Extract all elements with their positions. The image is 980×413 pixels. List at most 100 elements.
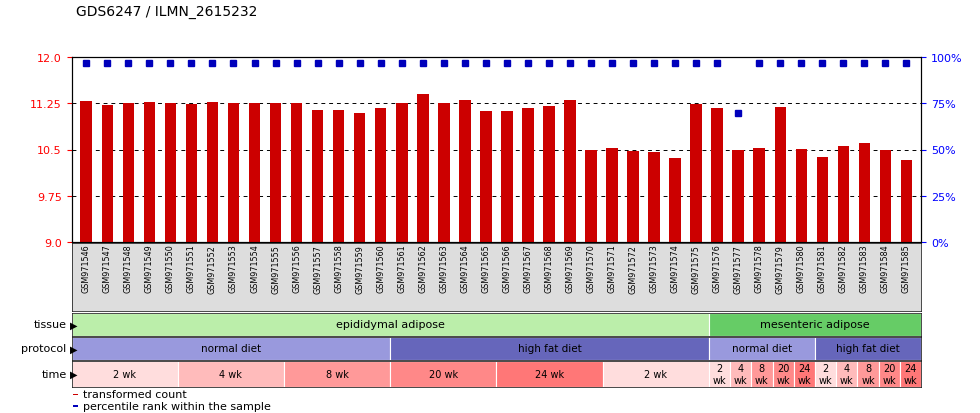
Text: 8 wk: 8 wk bbox=[325, 369, 349, 379]
Text: GSM971579: GSM971579 bbox=[776, 244, 785, 293]
Text: normal diet: normal diet bbox=[732, 344, 792, 354]
Bar bbox=[185, 104, 197, 242]
Bar bbox=[207, 103, 219, 242]
Bar bbox=[607, 149, 617, 242]
Text: 8
wk: 8 wk bbox=[861, 363, 875, 385]
Bar bbox=[815, 337, 921, 360]
Text: 2 wk: 2 wk bbox=[113, 369, 136, 379]
Text: GSM971550: GSM971550 bbox=[166, 244, 174, 293]
Bar bbox=[312, 111, 323, 242]
Text: GSM971553: GSM971553 bbox=[229, 244, 238, 293]
Text: GSM971576: GSM971576 bbox=[712, 244, 721, 293]
Bar bbox=[80, 102, 92, 242]
Text: 20
wk: 20 wk bbox=[776, 363, 790, 385]
Text: GSM971571: GSM971571 bbox=[608, 244, 616, 293]
Text: transformed count: transformed count bbox=[83, 389, 187, 399]
Bar bbox=[752, 361, 772, 387]
Bar bbox=[858, 361, 879, 387]
Bar bbox=[564, 101, 576, 242]
Text: GSM971569: GSM971569 bbox=[565, 244, 574, 293]
Bar bbox=[354, 113, 366, 242]
Text: GSM971582: GSM971582 bbox=[839, 244, 848, 293]
Bar bbox=[794, 361, 815, 387]
Bar bbox=[165, 103, 176, 242]
Text: GSM971583: GSM971583 bbox=[859, 244, 869, 292]
Text: GSM971549: GSM971549 bbox=[145, 244, 154, 293]
Text: GSM971566: GSM971566 bbox=[503, 244, 512, 292]
Text: GSM971577: GSM971577 bbox=[734, 244, 743, 293]
Text: GSM971560: GSM971560 bbox=[376, 244, 385, 292]
Bar bbox=[774, 108, 786, 242]
Text: GSM971581: GSM971581 bbox=[818, 244, 827, 292]
Bar bbox=[838, 147, 849, 242]
Bar bbox=[122, 103, 134, 242]
Bar bbox=[709, 337, 815, 360]
Bar bbox=[858, 144, 870, 242]
Text: 24
wk: 24 wk bbox=[798, 363, 811, 385]
Text: GSM971548: GSM971548 bbox=[123, 244, 133, 292]
Text: 2 wk: 2 wk bbox=[644, 369, 667, 379]
Bar bbox=[522, 109, 534, 242]
Bar bbox=[177, 361, 284, 387]
Bar bbox=[438, 104, 450, 242]
Bar bbox=[816, 157, 828, 242]
Text: epididymal adipose: epididymal adipose bbox=[336, 320, 445, 330]
Text: GSM971574: GSM971574 bbox=[670, 244, 680, 293]
Bar bbox=[72, 337, 390, 360]
Bar bbox=[270, 103, 281, 242]
Bar bbox=[375, 108, 386, 242]
Text: GSM971546: GSM971546 bbox=[81, 244, 91, 292]
Text: GSM971547: GSM971547 bbox=[103, 244, 112, 293]
Bar bbox=[669, 159, 681, 242]
Bar bbox=[459, 100, 470, 242]
Text: 20
wk: 20 wk bbox=[883, 363, 896, 385]
Bar bbox=[390, 361, 496, 387]
Text: GSM971561: GSM971561 bbox=[397, 244, 407, 292]
Text: GSM971568: GSM971568 bbox=[545, 244, 554, 292]
Text: GSM971557: GSM971557 bbox=[313, 244, 322, 293]
Bar bbox=[649, 152, 660, 242]
Text: mesenteric adipose: mesenteric adipose bbox=[760, 320, 870, 330]
Bar bbox=[711, 108, 723, 242]
Text: protocol: protocol bbox=[22, 344, 67, 354]
Text: ▶: ▶ bbox=[70, 344, 77, 354]
Bar bbox=[390, 337, 709, 360]
Text: normal diet: normal diet bbox=[201, 344, 261, 354]
Text: GSM971555: GSM971555 bbox=[271, 244, 280, 293]
Bar bbox=[291, 104, 303, 242]
Text: tissue: tissue bbox=[33, 320, 67, 330]
Bar bbox=[416, 95, 428, 242]
Text: GSM971584: GSM971584 bbox=[881, 244, 890, 292]
Bar bbox=[284, 361, 390, 387]
Bar bbox=[543, 107, 555, 242]
Text: 24 wk: 24 wk bbox=[535, 369, 564, 379]
Text: GSM971580: GSM971580 bbox=[797, 244, 806, 292]
Bar bbox=[772, 361, 794, 387]
Bar bbox=[732, 150, 744, 242]
Text: GSM971565: GSM971565 bbox=[481, 244, 490, 293]
Text: GSM971551: GSM971551 bbox=[187, 244, 196, 293]
Text: GSM971552: GSM971552 bbox=[208, 244, 217, 293]
Text: GSM971573: GSM971573 bbox=[650, 244, 659, 293]
Text: 2
wk: 2 wk bbox=[712, 363, 726, 385]
Text: GSM971556: GSM971556 bbox=[292, 244, 301, 293]
Text: GSM971567: GSM971567 bbox=[523, 244, 532, 293]
Bar bbox=[901, 161, 912, 242]
Text: 20 wk: 20 wk bbox=[428, 369, 458, 379]
Bar bbox=[603, 361, 709, 387]
Bar bbox=[796, 150, 808, 242]
Bar bbox=[72, 361, 177, 387]
Bar bbox=[72, 313, 709, 336]
Bar bbox=[754, 148, 765, 242]
Bar bbox=[585, 150, 597, 242]
Text: 8
wk: 8 wk bbox=[755, 363, 768, 385]
Text: GSM971564: GSM971564 bbox=[461, 244, 469, 292]
Bar bbox=[690, 104, 702, 242]
Bar bbox=[249, 104, 261, 242]
Text: high fat diet: high fat diet bbox=[517, 344, 581, 354]
Text: GSM971559: GSM971559 bbox=[355, 244, 365, 293]
Bar bbox=[496, 361, 603, 387]
Bar bbox=[144, 103, 155, 242]
Bar bbox=[709, 361, 730, 387]
Text: 4 wk: 4 wk bbox=[220, 369, 242, 379]
